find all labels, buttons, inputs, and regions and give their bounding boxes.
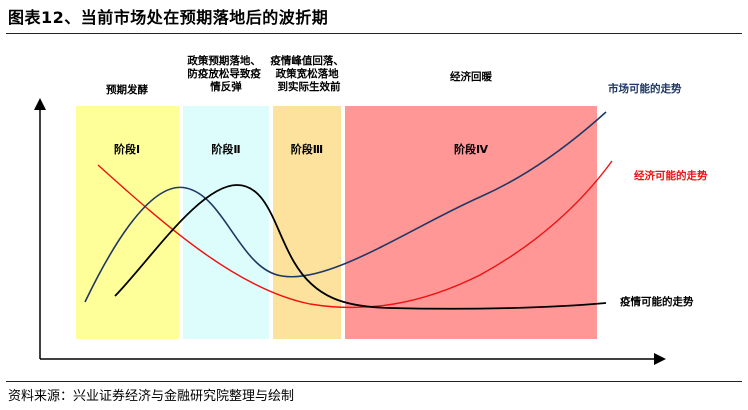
phase-2-label: 阶段Ⅱ — [211, 142, 240, 156]
phase-2-header: 政策预期落地、 防疫放松导致疫 情反弹 — [187, 54, 264, 93]
phase-1-band — [76, 106, 179, 339]
source-note: 资料来源：兴业证券经济与金融研究院整理与绘制 — [8, 389, 295, 404]
epidemic-curve — [114, 184, 607, 310]
title-rule — [6, 33, 742, 34]
economy-curve-label: 经济可能的走势 — [634, 169, 708, 182]
phase-2-header-line3: 情反弹 — [210, 80, 242, 93]
market-curve-label: 市场可能的走势 — [608, 82, 682, 95]
phase-3-band — [273, 106, 341, 339]
phase-3-header-line1: 疫情峰值回落、 — [270, 54, 344, 67]
economy-curve — [97, 160, 613, 309]
epidemic-curve-label: 疫情可能的走势 — [620, 295, 694, 308]
phase-4-label: 阶段Ⅳ — [454, 142, 489, 156]
phase-4-band — [345, 106, 597, 339]
market-curve — [84, 111, 607, 303]
phase-2-header-line2: 防疫放松导致疫 — [187, 67, 261, 80]
phase-3-header-line2: 政策宽松落地 — [276, 67, 339, 80]
phase-2-header-line1: 政策预期落地、 — [187, 54, 261, 67]
phase-3-header-line3: 到实际生效前 — [278, 80, 341, 93]
phase-diagram: 预期发酵 政策预期落地、 防疫放松导致疫 情反弹 疫情峰值回落、 政策宽松落地 … — [34, 54, 708, 365]
source-rule — [6, 381, 742, 382]
figure-title: 图表12、当前市场处在预期落地后的波折期 — [8, 8, 329, 27]
phase-1-header: 预期发酵 — [106, 83, 148, 96]
phase-3-label: 阶段Ⅲ — [291, 142, 323, 156]
phase-4-header: 经济回暖 — [450, 70, 492, 83]
phase-3-header: 疫情峰值回落、 政策宽松落地 到实际生效前 — [270, 54, 347, 93]
phase-1-label: 阶段Ⅰ — [114, 142, 140, 156]
